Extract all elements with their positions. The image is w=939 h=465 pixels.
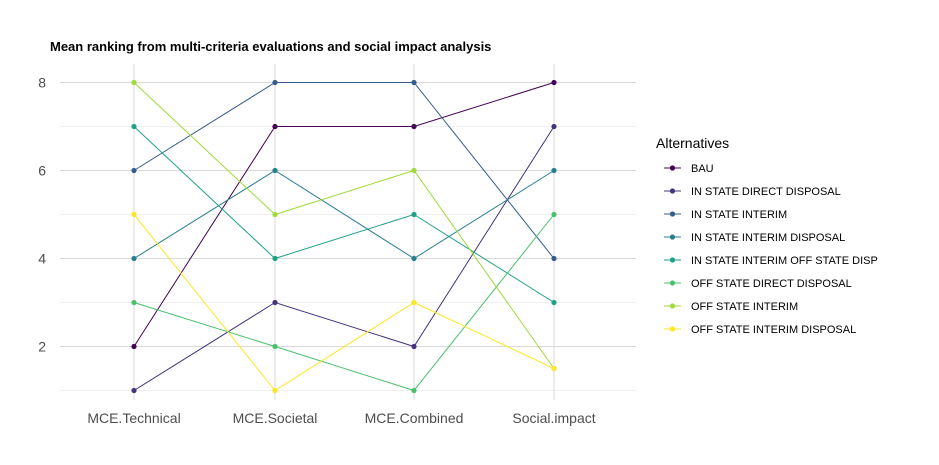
series-line	[133, 214, 555, 392]
data-point	[272, 123, 278, 130]
data-point	[411, 255, 417, 262]
series-line	[133, 214, 555, 392]
y-tick-label: 2	[38, 339, 46, 355]
data-point	[411, 123, 417, 130]
data-point	[272, 387, 278, 394]
legend-label: IN STATE DIRECT DISPOSAL	[691, 186, 841, 198]
data-point	[411, 79, 417, 86]
y-tick-label: 8	[38, 75, 46, 91]
data-point	[131, 123, 137, 130]
data-point	[272, 299, 278, 306]
legend-key-point	[669, 211, 676, 217]
x-tick-label: MCE.Combined	[365, 410, 464, 426]
grid	[60, 64, 636, 400]
data-point	[411, 211, 417, 218]
series-line	[133, 169, 555, 260]
series-line	[133, 82, 555, 369]
legend-key-point	[669, 326, 676, 332]
data-point	[551, 299, 557, 306]
legend-label: IN STATE INTERIM	[691, 209, 787, 221]
series-line	[133, 126, 555, 303]
series-line	[133, 82, 555, 259]
data-point	[131, 299, 137, 306]
data-point	[411, 167, 417, 174]
legend: Alternatives BAU IN STATE DIRECT DISPOSAL…	[656, 135, 878, 336]
legend-label: OFF STATE DIRECT DISPOSAL	[691, 278, 852, 290]
data-point	[131, 79, 137, 86]
data-point	[131, 387, 137, 394]
data-point	[131, 211, 137, 218]
legend-key-point	[669, 280, 676, 286]
data-point	[131, 343, 137, 350]
x-axis-ticks: MCE.Technical MCE.Societal MCE.Combined Soc…	[87, 410, 595, 426]
series-lines	[133, 82, 555, 392]
data-point	[551, 255, 557, 262]
series-line	[133, 82, 555, 347]
y-axis-ticks: 2 4 6 8	[38, 75, 46, 355]
data-point	[272, 167, 278, 174]
legend-label: OFF STATE INTERIM	[691, 301, 798, 313]
data-point	[131, 255, 137, 262]
legend-label: BAU	[691, 163, 714, 175]
chart-title: Mean ranking from multi-criteria evaluat…	[50, 39, 491, 54]
x-tick-label: MCE.Societal	[233, 410, 318, 426]
data-point	[411, 387, 417, 394]
legend-key-point	[669, 257, 676, 263]
data-point	[272, 211, 278, 218]
data-point	[551, 123, 557, 130]
series-line	[133, 126, 555, 391]
data-point	[551, 211, 557, 218]
legend-key-point	[669, 188, 676, 194]
legend-label: OFF STATE INTERIM DISPOSAL	[691, 324, 856, 336]
legend-label: IN STATE INTERIM OFF STATE DISP	[691, 255, 878, 267]
data-point	[272, 255, 278, 262]
legend-key-point	[669, 234, 676, 240]
legend-label: IN STATE INTERIM DISPOSAL	[691, 232, 845, 244]
x-tick-label: Social.impact	[512, 410, 595, 426]
legend-key-point	[669, 303, 676, 309]
data-point	[551, 79, 557, 86]
data-point	[411, 299, 417, 306]
data-point	[551, 365, 557, 372]
legend-key-point	[669, 165, 676, 171]
y-tick-label: 4	[38, 251, 46, 267]
x-tick-label: MCE.Technical	[87, 410, 180, 426]
data-point	[272, 79, 278, 86]
data-point	[551, 167, 557, 174]
series-points	[131, 79, 557, 394]
data-point	[131, 167, 137, 174]
data-point	[272, 343, 278, 350]
legend-title: Alternatives	[656, 135, 729, 151]
data-point	[411, 343, 417, 350]
y-tick-label: 6	[38, 163, 46, 179]
